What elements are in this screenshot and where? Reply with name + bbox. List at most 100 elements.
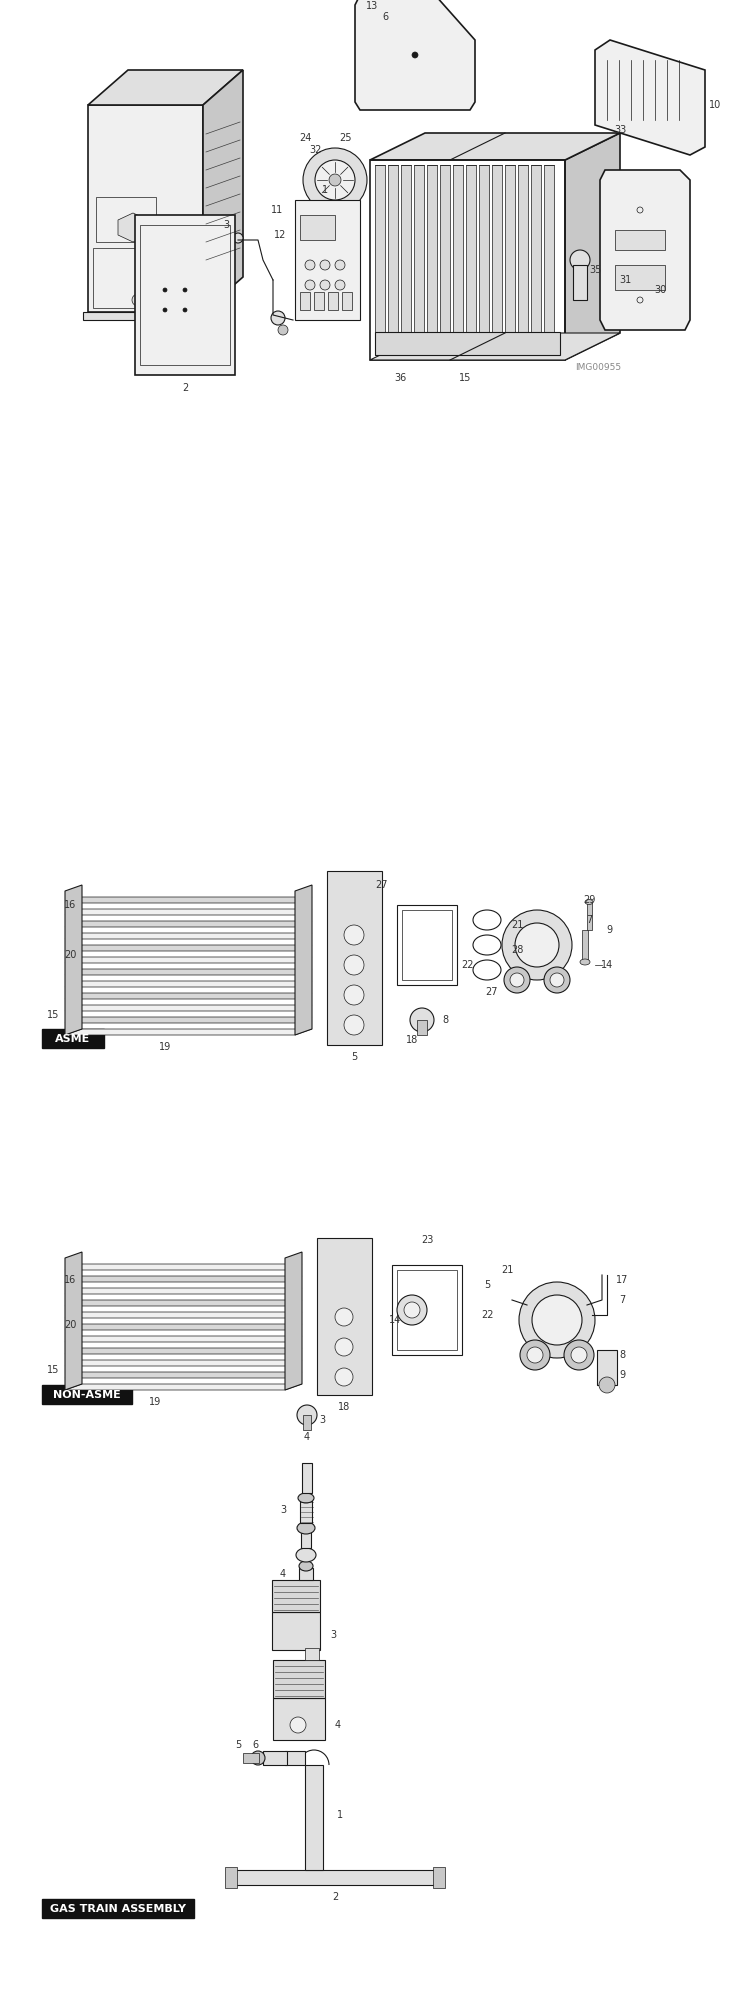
Circle shape xyxy=(132,294,144,306)
Text: 29: 29 xyxy=(583,896,595,904)
Circle shape xyxy=(571,1348,587,1364)
Polygon shape xyxy=(118,212,148,242)
Text: 21: 21 xyxy=(501,1266,513,1276)
Text: 7: 7 xyxy=(586,916,592,924)
Polygon shape xyxy=(355,0,475,110)
Ellipse shape xyxy=(580,960,590,966)
Polygon shape xyxy=(65,1252,82,1390)
Circle shape xyxy=(520,1340,550,1370)
Circle shape xyxy=(178,266,194,282)
Circle shape xyxy=(335,260,345,270)
Circle shape xyxy=(344,984,364,1004)
Text: 2: 2 xyxy=(332,1892,338,1902)
Bar xyxy=(397,1270,457,1350)
Text: 3: 3 xyxy=(319,1416,325,1424)
Text: 35: 35 xyxy=(589,264,601,274)
Text: 23: 23 xyxy=(421,1234,433,1244)
Bar xyxy=(272,1580,320,1612)
Ellipse shape xyxy=(251,1752,265,1764)
Text: 4: 4 xyxy=(304,1432,310,1442)
Bar xyxy=(342,292,352,310)
Circle shape xyxy=(233,232,243,242)
Bar xyxy=(582,930,588,960)
Polygon shape xyxy=(595,40,705,156)
Circle shape xyxy=(404,1302,420,1318)
Text: 2: 2 xyxy=(182,384,188,392)
Bar xyxy=(505,166,515,356)
Circle shape xyxy=(290,1716,306,1732)
Ellipse shape xyxy=(585,900,593,904)
Polygon shape xyxy=(370,132,620,160)
Polygon shape xyxy=(65,1324,302,1330)
Bar xyxy=(42,1028,104,1048)
Circle shape xyxy=(297,1404,317,1424)
Bar xyxy=(370,160,565,360)
Circle shape xyxy=(271,310,285,324)
Text: 20: 20 xyxy=(64,950,76,960)
Text: 16: 16 xyxy=(64,900,76,910)
Circle shape xyxy=(397,1296,427,1324)
Circle shape xyxy=(149,260,177,288)
Ellipse shape xyxy=(299,1560,313,1572)
Polygon shape xyxy=(65,970,312,976)
Polygon shape xyxy=(295,884,312,1036)
Polygon shape xyxy=(65,1384,302,1390)
Circle shape xyxy=(510,974,524,986)
Ellipse shape xyxy=(296,1548,316,1562)
Text: 22: 22 xyxy=(461,960,473,970)
Polygon shape xyxy=(203,70,243,312)
Polygon shape xyxy=(88,70,243,104)
Circle shape xyxy=(305,280,315,290)
Bar xyxy=(263,1752,287,1764)
Circle shape xyxy=(527,1348,543,1364)
Text: 5: 5 xyxy=(351,1052,357,1062)
Bar xyxy=(440,166,450,356)
Text: 9: 9 xyxy=(606,924,612,936)
Circle shape xyxy=(163,288,167,292)
Text: 14: 14 xyxy=(389,1316,401,1324)
Text: 30: 30 xyxy=(654,284,666,294)
Text: 9: 9 xyxy=(619,1370,625,1380)
Bar xyxy=(414,166,424,356)
Polygon shape xyxy=(375,332,560,356)
Bar xyxy=(615,264,665,290)
Text: 19: 19 xyxy=(159,1042,171,1052)
Circle shape xyxy=(278,324,288,334)
Text: 6: 6 xyxy=(382,12,388,22)
Text: IMG00955: IMG00955 xyxy=(575,362,621,372)
Text: GAS TRAIN ASSEMBLY: GAS TRAIN ASSEMBLY xyxy=(50,1904,186,1914)
Text: 36: 36 xyxy=(394,372,406,384)
Bar xyxy=(573,264,587,300)
Bar xyxy=(327,872,382,1044)
Polygon shape xyxy=(65,1360,302,1366)
Circle shape xyxy=(183,288,187,292)
Polygon shape xyxy=(65,932,312,940)
Circle shape xyxy=(344,1016,364,1036)
Text: 8: 8 xyxy=(442,1016,448,1024)
Circle shape xyxy=(329,174,341,186)
Polygon shape xyxy=(600,170,690,330)
Polygon shape xyxy=(65,896,312,904)
Polygon shape xyxy=(65,1336,302,1342)
Text: 3: 3 xyxy=(330,1630,336,1640)
Bar xyxy=(615,230,665,250)
Circle shape xyxy=(335,1338,353,1356)
Text: 10: 10 xyxy=(709,100,721,110)
Text: 12: 12 xyxy=(274,230,287,240)
Polygon shape xyxy=(88,104,203,312)
Circle shape xyxy=(335,280,345,290)
Bar xyxy=(388,166,398,356)
Text: 27: 27 xyxy=(376,880,388,890)
Bar xyxy=(479,166,489,356)
Bar xyxy=(300,214,335,240)
Polygon shape xyxy=(65,1372,302,1378)
Text: 27: 27 xyxy=(486,986,499,996)
Text: 5: 5 xyxy=(235,1740,241,1750)
Bar xyxy=(544,166,554,356)
Text: 24: 24 xyxy=(299,132,311,144)
Circle shape xyxy=(320,280,330,290)
Bar xyxy=(328,292,338,310)
Text: 15: 15 xyxy=(47,1010,59,1020)
Polygon shape xyxy=(565,132,620,360)
Text: 13: 13 xyxy=(366,0,378,10)
